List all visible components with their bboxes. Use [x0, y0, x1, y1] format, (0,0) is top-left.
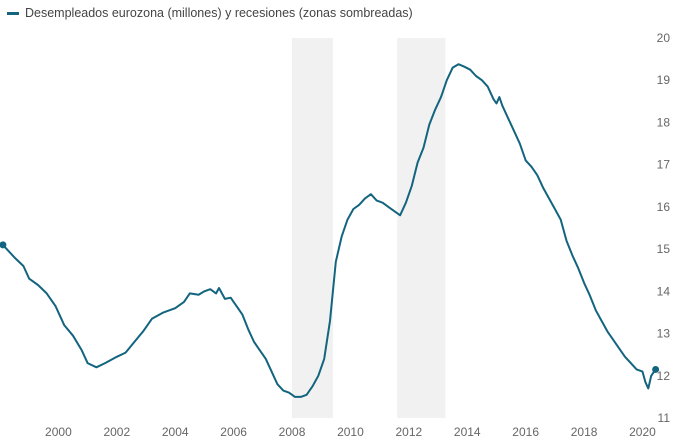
- x-axis-ticks: 2000 2002 2004 2006 2008 2010 2012 2014 2016 2018…: [45, 425, 656, 439]
- recession-band-2: [397, 38, 446, 418]
- y-tick-label: 14: [657, 284, 671, 298]
- recession-bands: [292, 38, 446, 418]
- recession-band-1: [292, 38, 333, 418]
- y-tick-label: 16: [657, 200, 671, 214]
- x-tick-label: 2010: [337, 425, 364, 439]
- x-tick-label: 2012: [395, 425, 422, 439]
- y-axis-ticks: 11 12 13 14 15 16 17 18 19 20: [657, 31, 671, 425]
- y-tick-label: 18: [657, 115, 671, 129]
- series-line: [1, 63, 657, 398]
- x-tick-label: 2018: [571, 425, 598, 439]
- y-tick-label: 13: [657, 327, 671, 341]
- y-tick-label: 19: [657, 73, 671, 87]
- y-tick-label: 17: [657, 158, 671, 172]
- y-tick-label: 11: [658, 411, 671, 425]
- y-tick-label: 15: [657, 242, 671, 256]
- x-tick-label: 2004: [162, 425, 189, 439]
- x-tick-label: 2006: [220, 425, 247, 439]
- x-tick-label: 2000: [45, 425, 72, 439]
- start-point-marker: [0, 241, 7, 249]
- x-tick-label: 2008: [279, 425, 306, 439]
- x-tick-label: 2020: [629, 425, 656, 439]
- y-tick-label: 20: [657, 31, 671, 45]
- legend: Desempleados eurozona (millones) y reces…: [7, 4, 413, 22]
- end-point-marker: [652, 365, 660, 373]
- endpoint-markers: [0, 241, 660, 373]
- y-tick-label: 12: [657, 369, 671, 383]
- x-tick-label: 2016: [512, 425, 539, 439]
- x-tick-label: 2002: [103, 425, 130, 439]
- legend-label: Desempleados eurozona (millones) y reces…: [25, 6, 413, 20]
- x-tick-label: 2014: [454, 425, 481, 439]
- legend-swatch: [7, 11, 19, 15]
